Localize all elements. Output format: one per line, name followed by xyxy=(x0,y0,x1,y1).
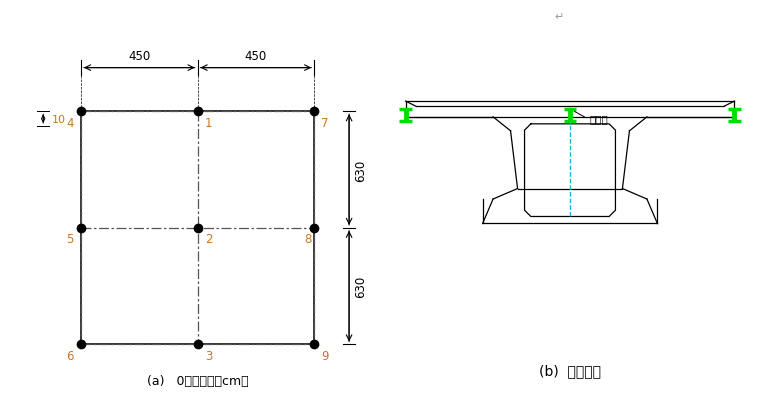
Text: 4: 4 xyxy=(66,116,74,130)
Text: 2: 2 xyxy=(205,233,212,246)
Text: ↵: ↵ xyxy=(555,12,564,22)
Text: (b)  支点断面: (b) 支点断面 xyxy=(539,363,601,377)
Text: 8: 8 xyxy=(304,233,312,246)
Text: 5: 5 xyxy=(66,233,74,246)
Text: (a)   0号块单位：cm）: (a) 0号块单位：cm） xyxy=(147,374,249,387)
Text: 630: 630 xyxy=(354,275,367,297)
Text: 450: 450 xyxy=(128,50,150,63)
Text: 450: 450 xyxy=(245,50,267,63)
Text: 1: 1 xyxy=(205,116,212,130)
Text: 630: 630 xyxy=(354,159,367,181)
Text: 10: 10 xyxy=(52,114,66,124)
Text: 3: 3 xyxy=(205,349,212,362)
Text: 量测点: 量测点 xyxy=(589,114,608,124)
Text: 6: 6 xyxy=(66,349,74,362)
Text: 9: 9 xyxy=(321,349,329,362)
Text: 7: 7 xyxy=(321,116,329,130)
